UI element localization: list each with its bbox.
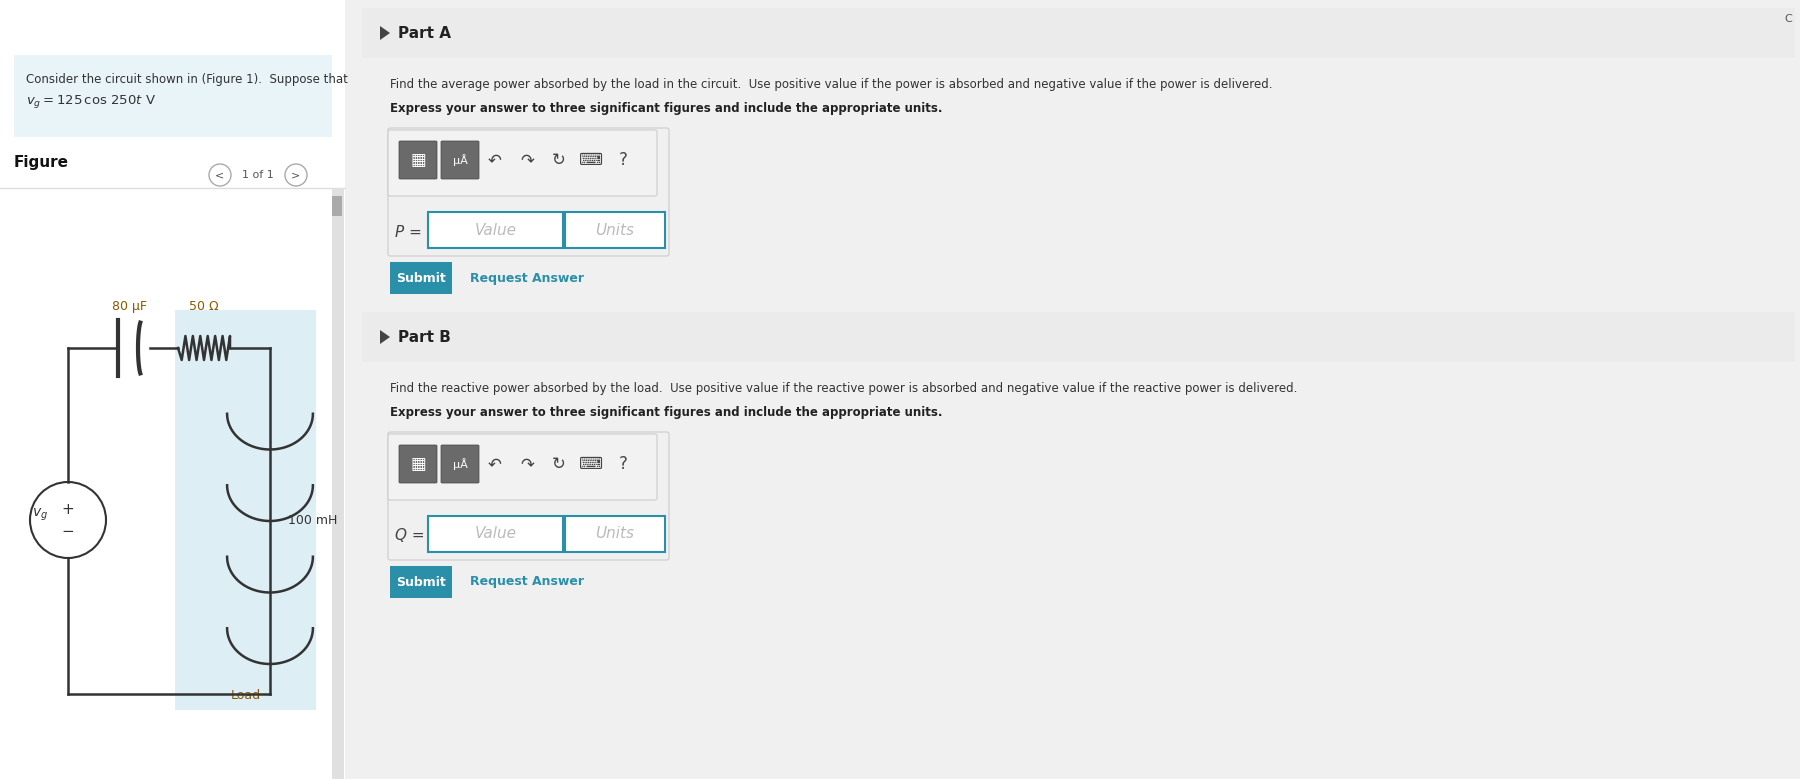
FancyBboxPatch shape	[428, 212, 563, 248]
FancyBboxPatch shape	[0, 0, 346, 779]
FancyBboxPatch shape	[400, 141, 437, 179]
Text: Find the average power absorbed by the load in the circuit.  Use positive value : Find the average power absorbed by the l…	[391, 78, 1273, 91]
FancyBboxPatch shape	[331, 196, 342, 216]
Text: +: +	[61, 502, 74, 517]
Text: μÅ: μÅ	[452, 154, 468, 166]
Circle shape	[284, 164, 308, 186]
FancyBboxPatch shape	[331, 188, 344, 779]
Text: Q =: Q =	[394, 528, 425, 544]
Text: C: C	[1784, 14, 1793, 24]
FancyBboxPatch shape	[362, 312, 1795, 362]
Text: ↻: ↻	[553, 455, 565, 473]
Text: Consider the circuit shown in (Figure 1).  Suppose that: Consider the circuit shown in (Figure 1)…	[25, 73, 347, 86]
Text: Submit: Submit	[396, 576, 446, 588]
FancyBboxPatch shape	[362, 8, 1795, 58]
Text: ↷: ↷	[520, 455, 535, 473]
Text: Request Answer: Request Answer	[470, 272, 583, 284]
FancyBboxPatch shape	[428, 516, 563, 552]
FancyBboxPatch shape	[14, 55, 331, 137]
Text: Request Answer: Request Answer	[470, 576, 583, 588]
Text: ▦: ▦	[410, 455, 427, 473]
FancyBboxPatch shape	[391, 566, 452, 598]
Text: −: −	[61, 524, 74, 540]
Text: Value: Value	[475, 527, 517, 541]
Polygon shape	[380, 330, 391, 344]
Text: 1 of 1: 1 of 1	[243, 170, 274, 180]
Text: ?: ?	[619, 455, 628, 473]
Text: Value: Value	[475, 223, 517, 238]
Text: ↶: ↶	[488, 151, 502, 169]
FancyBboxPatch shape	[400, 445, 437, 483]
FancyBboxPatch shape	[565, 516, 664, 552]
Text: Express your answer to three significant figures and include the appropriate uni: Express your answer to three significant…	[391, 406, 943, 419]
Text: $v_g$: $v_g$	[32, 507, 49, 523]
Text: <: <	[216, 170, 225, 180]
Text: ?: ?	[619, 151, 628, 169]
Text: 100 mH: 100 mH	[288, 514, 337, 527]
Text: Part B: Part B	[398, 330, 450, 344]
Text: Submit: Submit	[396, 272, 446, 284]
FancyBboxPatch shape	[389, 434, 657, 500]
Text: P =: P =	[394, 224, 421, 239]
Text: 50 Ω: 50 Ω	[189, 300, 220, 313]
FancyBboxPatch shape	[391, 262, 452, 294]
Text: 80 μF: 80 μF	[112, 300, 148, 313]
FancyBboxPatch shape	[441, 141, 479, 179]
Text: ↻: ↻	[553, 151, 565, 169]
Text: Express your answer to three significant figures and include the appropriate uni: Express your answer to three significant…	[391, 102, 943, 115]
Text: μÅ: μÅ	[452, 458, 468, 470]
Text: Load: Load	[230, 689, 261, 702]
Text: ⌨: ⌨	[580, 151, 603, 169]
Text: >: >	[292, 170, 301, 180]
FancyBboxPatch shape	[175, 310, 317, 710]
Text: Find the reactive power absorbed by the load.  Use positive value if the reactiv: Find the reactive power absorbed by the …	[391, 382, 1298, 395]
Circle shape	[31, 482, 106, 558]
FancyBboxPatch shape	[441, 445, 479, 483]
Text: Units: Units	[596, 223, 634, 238]
Text: ↶: ↶	[488, 455, 502, 473]
FancyBboxPatch shape	[565, 212, 664, 248]
Text: Figure: Figure	[14, 155, 68, 170]
Text: Units: Units	[596, 527, 634, 541]
Text: Part A: Part A	[398, 26, 452, 41]
Circle shape	[209, 164, 230, 186]
FancyBboxPatch shape	[389, 130, 657, 196]
Text: ↷: ↷	[520, 151, 535, 169]
Text: ▦: ▦	[410, 151, 427, 169]
Text: ⌨: ⌨	[580, 455, 603, 473]
Polygon shape	[380, 26, 391, 40]
Text: $v_g = 125\,\cos\,250t$ V: $v_g = 125\,\cos\,250t$ V	[25, 93, 157, 110]
